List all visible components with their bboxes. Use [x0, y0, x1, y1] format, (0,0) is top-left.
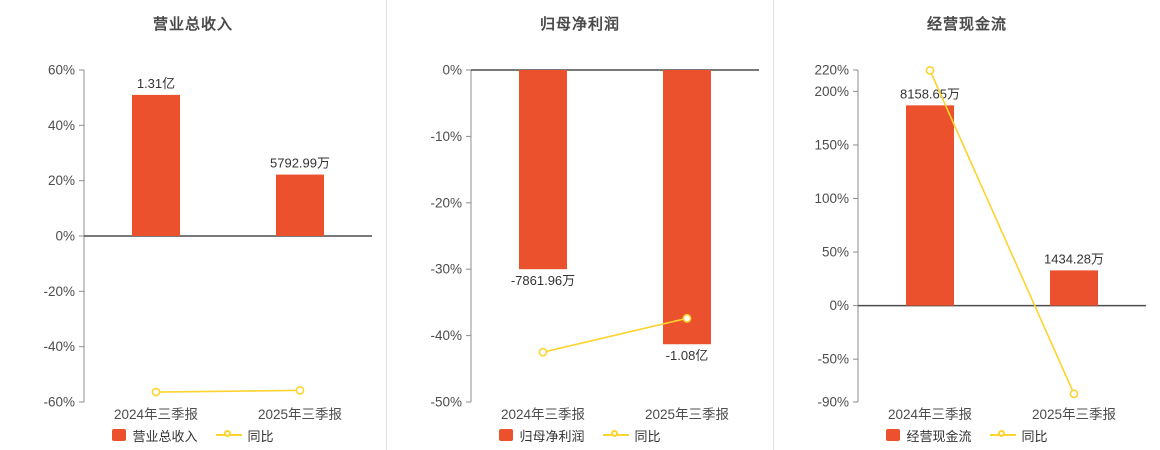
- bar: [906, 105, 954, 306]
- yoy-line: [542, 317, 688, 353]
- yoy-marker: [151, 387, 161, 397]
- x-axis-category-label: 2025年三季报: [645, 407, 729, 420]
- bar: [663, 70, 711, 345]
- y-axis-tick-label: -20%: [43, 284, 75, 299]
- y-axis-tick-label: -40%: [430, 328, 462, 343]
- y-axis-tick-label: 0%: [442, 63, 462, 78]
- legend-item-net-profit[interactable]: 归母净利润: [499, 426, 585, 445]
- y-axis-tick-label: -60%: [43, 395, 75, 410]
- x-axis-category-label: 2024年三季报: [888, 407, 972, 420]
- legend-item-yoy[interactable]: 同比: [989, 426, 1048, 445]
- legend-item-revenue[interactable]: 营业总收入: [112, 426, 198, 445]
- y-axis-tick-label: 0%: [55, 229, 75, 244]
- bar-value-label: 1.31亿: [137, 76, 175, 91]
- bar-value-label: -1.08亿: [666, 348, 709, 363]
- bar-value-label: 1434.28万: [1044, 251, 1104, 266]
- yoy-marker: [925, 66, 935, 75]
- bar: [1050, 270, 1098, 306]
- bar-swatch-icon: [112, 429, 127, 441]
- y-axis-tick-label: 60%: [48, 63, 75, 78]
- yoy-marker: [295, 385, 305, 395]
- bar-value-label: 8158.65万: [900, 86, 960, 101]
- yoy-marker: [538, 347, 548, 357]
- bar-value-label: -7861.96万: [511, 273, 575, 288]
- legend-line-label: 同比: [1021, 428, 1048, 444]
- x-axis-category-label: 2024年三季报: [114, 407, 198, 420]
- y-axis-tick-label: 200%: [814, 84, 849, 99]
- y-axis-tick-label: -90%: [817, 395, 849, 410]
- y-axis-tick-label: 50%: [822, 245, 849, 260]
- y-axis-tick-label: -30%: [430, 262, 462, 277]
- legend-bar-label: 归母净利润: [519, 428, 585, 444]
- panel-cash-flow: 经营现金流 220% 200% 150% 100% 50% 0% -50% -90% 8158.…: [773, 0, 1160, 450]
- panel-net-profit: 归母净利润 0% -10% -20% -30% -40% -50% -7861.96万 202…: [386, 0, 773, 450]
- legend-line-label: 同比: [247, 428, 274, 444]
- x-axis-category-label: 2025年三季报: [258, 407, 342, 420]
- y-axis-tick-label: -50%: [430, 395, 462, 410]
- line-marker-icon: [989, 430, 1016, 440]
- y-axis-tick-label: 0%: [829, 298, 849, 313]
- bar-swatch-icon: [886, 429, 901, 441]
- y-axis-tick-label: 150%: [814, 137, 849, 152]
- x-axis-category-label: 2024年三季报: [501, 407, 585, 420]
- legend-item-yoy[interactable]: 同比: [215, 426, 274, 445]
- y-axis-tick-label: -20%: [430, 195, 462, 210]
- y-axis-tick-label: 20%: [48, 173, 75, 188]
- yoy-marker: [1069, 389, 1079, 399]
- bar: [519, 70, 567, 270]
- y-axis-tick-label: -50%: [817, 352, 849, 367]
- bar-swatch-icon: [499, 429, 514, 441]
- bar: [276, 174, 324, 236]
- legend-bar-label: 营业总收入: [132, 428, 198, 444]
- line-marker-icon: [215, 430, 242, 440]
- y-axis-tick-label: 220%: [814, 63, 849, 78]
- line-marker-icon: [602, 430, 629, 440]
- legend-line-label: 同比: [634, 428, 661, 444]
- bar-value-label: 5792.99万: [270, 156, 330, 171]
- y-axis-tick-label: 40%: [48, 118, 75, 133]
- x-axis-category-label: 2025年三季报: [1032, 407, 1116, 420]
- revenue-chart-plot: 60% 40% 20% 0% -20% -40% -60% 1.31亿 2024年三季报 5792…: [43, 63, 372, 420]
- bar: [132, 94, 180, 237]
- yoy-line: [155, 389, 301, 393]
- cash-flow-chart-legend: 经营现金流 同比: [774, 420, 1160, 450]
- legend-bar-label: 经营现金流: [906, 428, 972, 444]
- yoy-line: [929, 70, 1075, 395]
- revenue-chart-title: 营业总收入: [152, 16, 233, 33]
- cash-flow-chart-plot: 220% 200% 150% 100% 50% 0% -50% -90% 8158.65万 202…: [814, 63, 1146, 420]
- y-axis-tick-label: 100%: [814, 191, 849, 206]
- cash-flow-chart-title: 经营现金流: [926, 16, 1007, 33]
- revenue-chart-legend: 营业总收入 同比: [0, 420, 386, 450]
- panel-revenue: 营业总收入 60% 40% 20% 0% -20% -40% -60% 1.31亿 2024年三…: [0, 0, 386, 450]
- y-axis-tick-label: -10%: [430, 129, 462, 144]
- net-profit-chart-legend: 归母净利润 同比: [387, 420, 773, 450]
- net-profit-chart-title: 归母净利润: [539, 16, 620, 33]
- legend-item-yoy[interactable]: 同比: [602, 426, 661, 445]
- y-axis-tick-label: -40%: [43, 339, 75, 354]
- yoy-marker: [682, 313, 692, 323]
- net-profit-chart-plot: 0% -10% -20% -30% -40% -50% -7861.96万 2024年三季报 -…: [430, 63, 759, 420]
- legend-item-cash-flow[interactable]: 经营现金流: [886, 426, 972, 445]
